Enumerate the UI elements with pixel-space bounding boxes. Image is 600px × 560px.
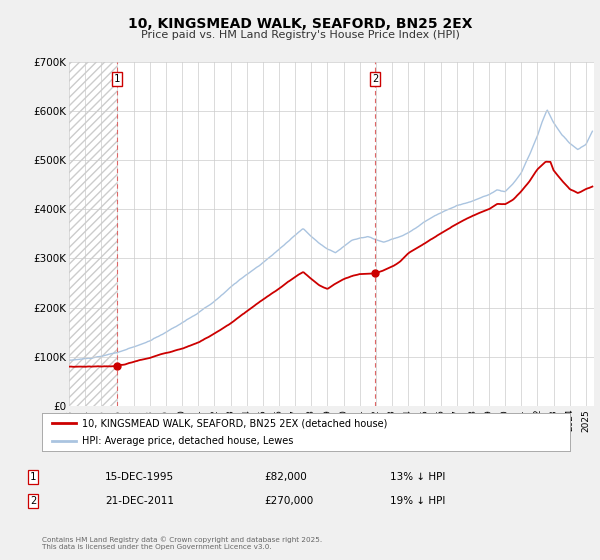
Text: Price paid vs. HM Land Registry's House Price Index (HPI): Price paid vs. HM Land Registry's House …: [140, 30, 460, 40]
Text: 15-DEC-1995: 15-DEC-1995: [105, 472, 174, 482]
Text: Contains HM Land Registry data © Crown copyright and database right 2025.
This d: Contains HM Land Registry data © Crown c…: [42, 536, 322, 550]
Text: 19% ↓ HPI: 19% ↓ HPI: [390, 496, 445, 506]
Bar: [69, 62, 117, 406]
Text: 1: 1: [30, 472, 36, 482]
Text: £82,000: £82,000: [264, 472, 307, 482]
Text: 10, KINGSMEAD WALK, SEAFORD, BN25 2EX (detached house): 10, KINGSMEAD WALK, SEAFORD, BN25 2EX (d…: [82, 418, 387, 428]
Text: 1: 1: [113, 74, 120, 84]
Text: 2: 2: [372, 74, 379, 84]
Text: HPI: Average price, detached house, Lewes: HPI: Average price, detached house, Lewe…: [82, 436, 293, 446]
Text: 13% ↓ HPI: 13% ↓ HPI: [390, 472, 445, 482]
Text: £270,000: £270,000: [264, 496, 313, 506]
Text: 2: 2: [30, 496, 36, 506]
Text: 10, KINGSMEAD WALK, SEAFORD, BN25 2EX: 10, KINGSMEAD WALK, SEAFORD, BN25 2EX: [128, 16, 472, 30]
Text: 21-DEC-2011: 21-DEC-2011: [105, 496, 174, 506]
